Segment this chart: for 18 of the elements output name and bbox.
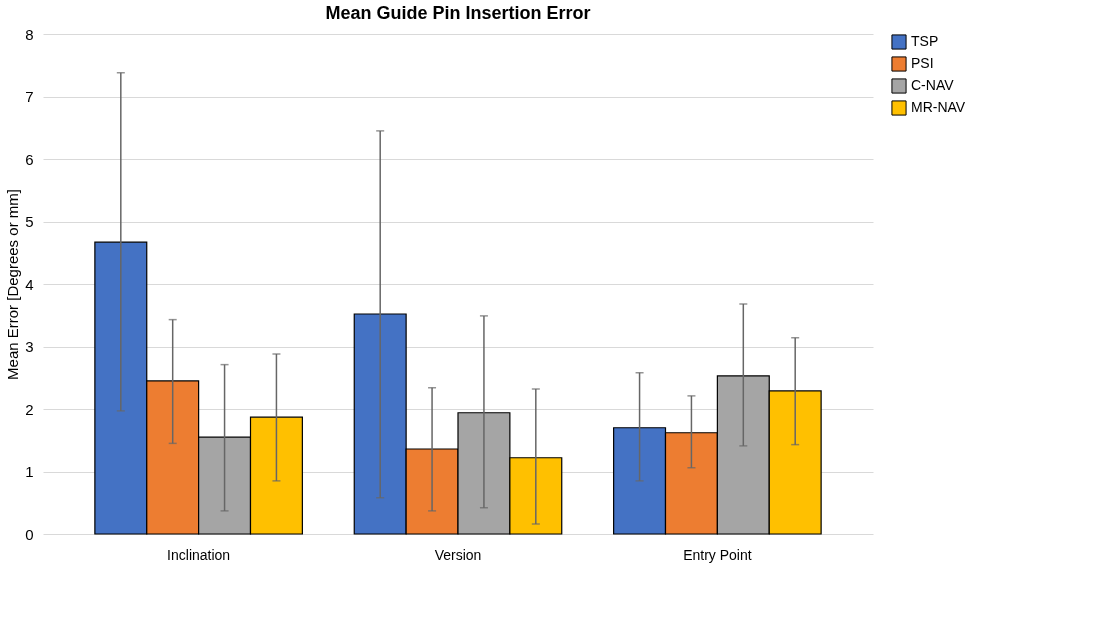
y-tick-label: 5 [25,213,34,230]
x-tick-label: Version [434,546,482,563]
y-tick-label: 3 [25,338,34,355]
y-tick-label: 0 [25,525,34,543]
y-tick-label: 7 [25,88,34,105]
y-tick-label: 2 [25,400,34,418]
y-tick-label: 6 [25,150,34,168]
legend-label: PSI [911,55,934,71]
x-tick-label: Entry Point [683,546,752,563]
chart-title: Mean Guide Pin Insertion Error [325,3,591,23]
y-tick-label: 8 [25,25,34,43]
legend-label: TSP [911,33,939,49]
legend-label: MR-NAV [911,99,966,115]
x-tick-label: Inclination [167,546,231,563]
y-tick-label: 4 [25,275,34,293]
y-axis-title: Mean Error [Degrees or mm] [4,189,22,380]
legend-label: C-NAV [911,77,955,93]
y-tick-label: 1 [25,463,34,480]
